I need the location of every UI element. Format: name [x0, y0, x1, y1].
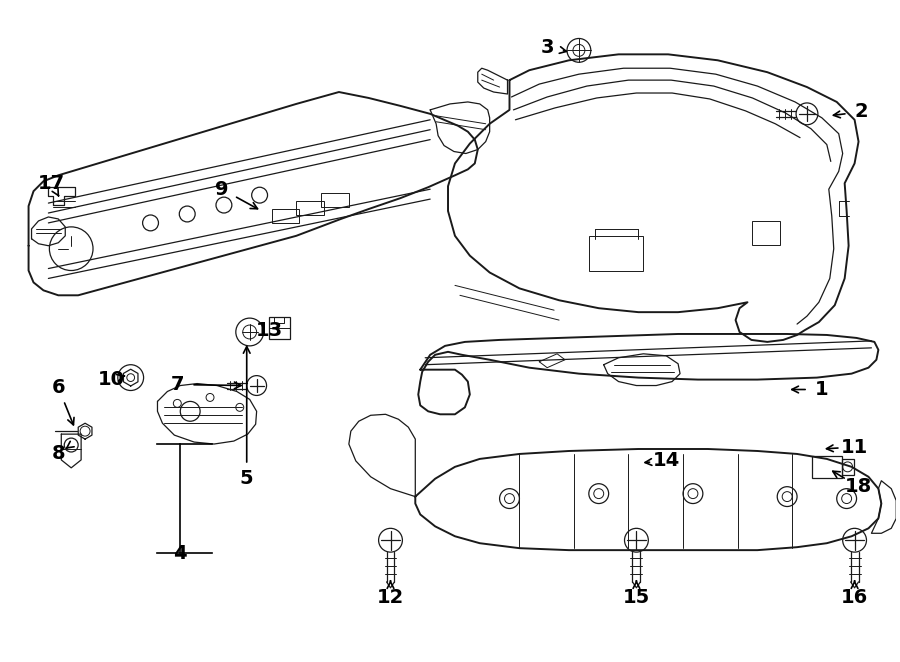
Text: 2: 2 [855, 103, 868, 121]
Text: 18: 18 [845, 477, 872, 496]
Bar [268, 317, 291, 339]
Text: 17: 17 [38, 173, 65, 193]
Text: 15: 15 [623, 589, 650, 607]
Bar [272, 209, 300, 223]
Text: 9: 9 [215, 179, 229, 199]
Text: 7: 7 [171, 375, 184, 394]
Text: 3: 3 [540, 38, 554, 57]
Text: 14: 14 [652, 451, 680, 471]
Bar [321, 193, 349, 207]
Text: 8: 8 [51, 444, 65, 463]
Text: 4: 4 [174, 544, 187, 563]
Bar [589, 236, 644, 271]
Bar [812, 456, 842, 478]
Text: 16: 16 [841, 589, 868, 607]
Text: 11: 11 [841, 438, 868, 457]
Bar [296, 201, 324, 215]
Text: 13: 13 [256, 320, 284, 340]
Text: 6: 6 [51, 378, 65, 397]
Text: 1: 1 [815, 380, 829, 399]
Bar [842, 459, 853, 475]
Text: 10: 10 [97, 370, 124, 389]
Text: 5: 5 [240, 469, 254, 489]
Text: 12: 12 [377, 589, 404, 607]
Bar [752, 221, 780, 245]
